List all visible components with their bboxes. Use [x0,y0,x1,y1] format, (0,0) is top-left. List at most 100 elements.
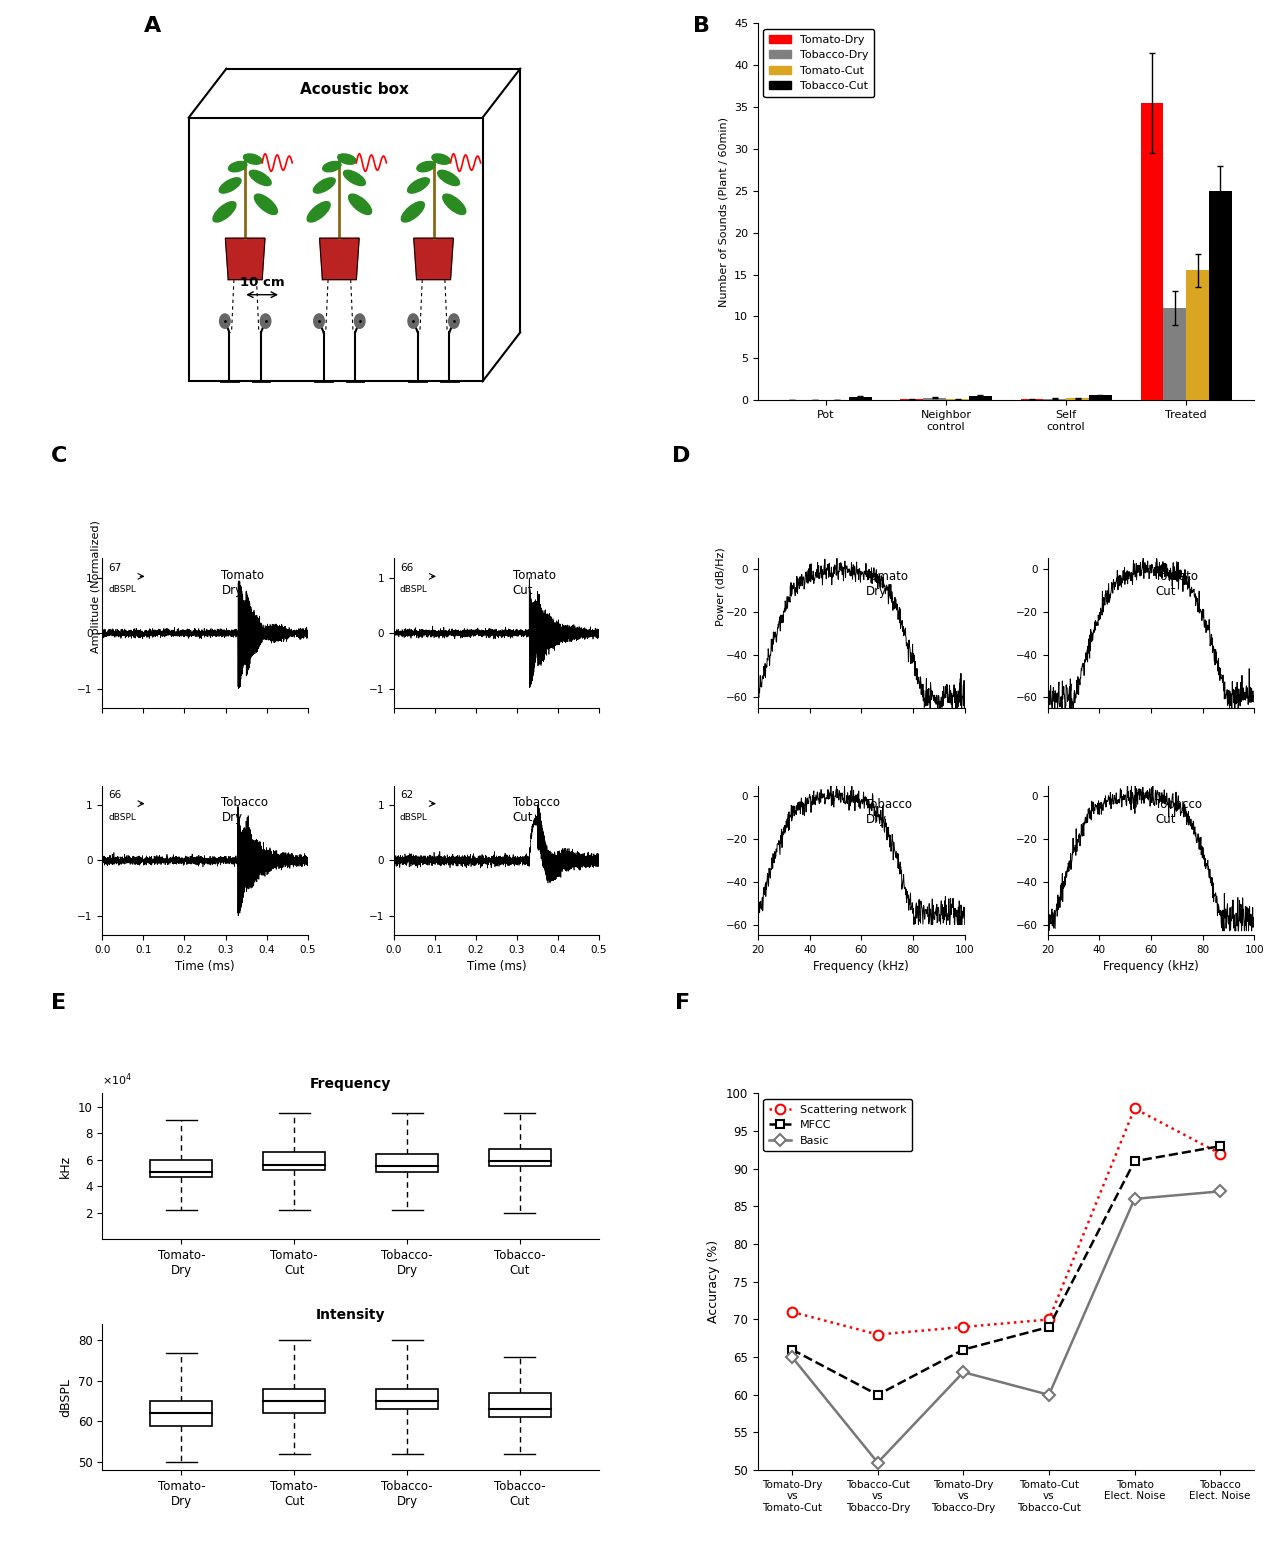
Text: Amplitude (Normalized): Amplitude (Normalized) [91,521,101,652]
Bar [1140,103,1164,400]
Scattering network [1041,1311,1056,1329]
Ellipse shape [431,153,451,164]
Text: 62: 62 [399,790,413,801]
Bar [1043,399,1066,400]
Ellipse shape [408,314,419,328]
Polygon shape [413,238,453,280]
Ellipse shape [314,178,335,192]
Text: A: A [143,16,161,36]
Text: Tomato
Dry: Tomato Dry [865,571,909,599]
MFCC [1212,1137,1228,1156]
Bar [264,1151,325,1170]
Text: 10 cm: 10 cm [239,277,284,289]
Line: Basic: Basic [788,1187,1225,1467]
MFCC [1126,1151,1142,1170]
Ellipse shape [255,194,278,214]
Ellipse shape [448,314,460,328]
Bar [1066,399,1089,400]
Basic [1126,1190,1142,1209]
Bar [1089,396,1112,400]
Y-axis label: dBSPL: dBSPL [59,1378,72,1417]
MFCC [1041,1317,1056,1336]
Bar [264,1389,325,1414]
Ellipse shape [250,170,271,186]
Text: D: D [672,446,690,466]
Bar [489,1394,550,1417]
Text: dBSPL: dBSPL [109,585,137,594]
X-axis label: Time (ms): Time (ms) [175,960,234,973]
Bar [1164,308,1187,400]
Bar [923,397,946,400]
Ellipse shape [323,161,340,172]
Basic [1041,1386,1056,1404]
Bar [376,1389,438,1409]
Text: $\times 10^4$: $\times 10^4$ [102,1071,133,1087]
Bar [150,1160,212,1178]
Text: Tobacco
Dry: Tobacco Dry [865,798,913,826]
Ellipse shape [307,202,330,222]
Title: Frequency: Frequency [310,1078,392,1090]
Text: dBSPL: dBSPL [399,585,428,594]
Ellipse shape [417,161,435,172]
Ellipse shape [402,202,425,222]
Text: E: E [51,993,67,1013]
Ellipse shape [228,161,247,172]
Text: B: B [694,16,710,36]
Title: Intensity: Intensity [316,1308,385,1322]
Line: Scattering network: Scattering network [787,1104,1225,1339]
Ellipse shape [355,314,365,328]
Polygon shape [320,238,360,280]
Ellipse shape [443,194,466,214]
Ellipse shape [243,153,262,164]
Text: Tobacco
Cut: Tobacco Cut [513,796,559,824]
Ellipse shape [438,170,460,186]
Bar [376,1154,438,1171]
Text: 66: 66 [399,563,413,572]
Scattering network [1126,1099,1142,1118]
Y-axis label: Accuracy (%): Accuracy (%) [708,1240,721,1323]
Ellipse shape [343,170,365,186]
Text: Tomato
Cut: Tomato Cut [1155,571,1198,599]
Bar [849,397,872,400]
Bar [1210,191,1231,400]
Ellipse shape [348,194,371,214]
Legend: Scattering network, MFCC, Basic: Scattering network, MFCC, Basic [763,1099,913,1151]
Text: 67: 67 [109,563,122,572]
Y-axis label: kHz: kHz [59,1154,72,1178]
MFCC [956,1340,972,1359]
Basic [785,1348,800,1367]
Text: Tobacco
Cut: Tobacco Cut [1155,798,1202,826]
Basic [870,1453,886,1472]
Text: 66: 66 [109,790,122,801]
Scattering network [785,1303,800,1322]
Text: C: C [51,446,68,466]
Text: dBSPL: dBSPL [399,813,428,821]
Text: Acoustic box: Acoustic box [300,81,408,97]
Scattering network [870,1325,886,1343]
Legend: Tomato-Dry, Tobacco-Dry, Tomato-Cut, Tobacco-Cut: Tomato-Dry, Tobacco-Dry, Tomato-Cut, Tob… [763,30,874,97]
Bar [969,396,992,400]
Line: MFCC: MFCC [788,1142,1225,1398]
Text: Tobacco
Dry: Tobacco Dry [221,796,269,824]
Bar [150,1401,212,1425]
Ellipse shape [338,153,356,164]
Scattering network [956,1317,972,1336]
Basic [1212,1182,1228,1201]
X-axis label: Frequency (kHz): Frequency (kHz) [813,960,909,973]
MFCC [785,1340,800,1359]
Ellipse shape [314,314,324,328]
Text: F: F [675,993,690,1013]
Text: Power (dB/Hz): Power (dB/Hz) [716,547,726,626]
Polygon shape [225,238,265,280]
Ellipse shape [220,314,230,328]
Ellipse shape [219,178,241,192]
Basic [956,1362,972,1381]
Text: dBSPL: dBSPL [109,813,137,821]
Ellipse shape [260,314,271,328]
Ellipse shape [407,178,429,192]
X-axis label: Frequency (kHz): Frequency (kHz) [1103,960,1199,973]
Text: Tomato
Dry: Tomato Dry [221,569,265,597]
Y-axis label: Number of Sounds (Plant / 60min): Number of Sounds (Plant / 60min) [718,117,728,307]
Bar [489,1150,550,1167]
MFCC [870,1386,886,1404]
